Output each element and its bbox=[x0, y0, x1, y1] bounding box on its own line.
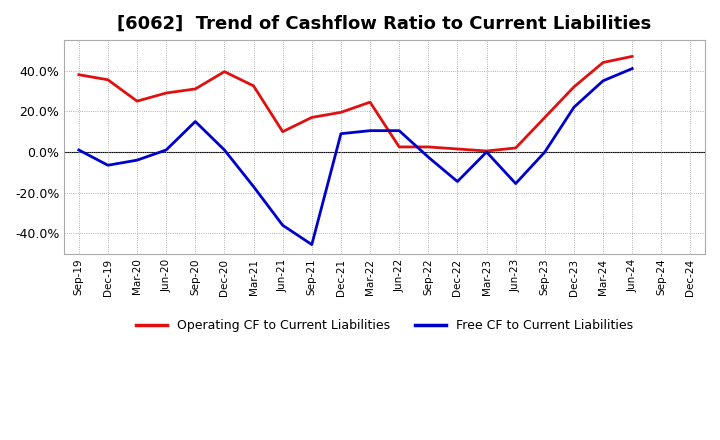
Legend: Operating CF to Current Liabilities, Free CF to Current Liabilities: Operating CF to Current Liabilities, Fre… bbox=[131, 314, 639, 337]
Title: [6062]  Trend of Cashflow Ratio to Current Liabilities: [6062] Trend of Cashflow Ratio to Curren… bbox=[117, 15, 652, 33]
